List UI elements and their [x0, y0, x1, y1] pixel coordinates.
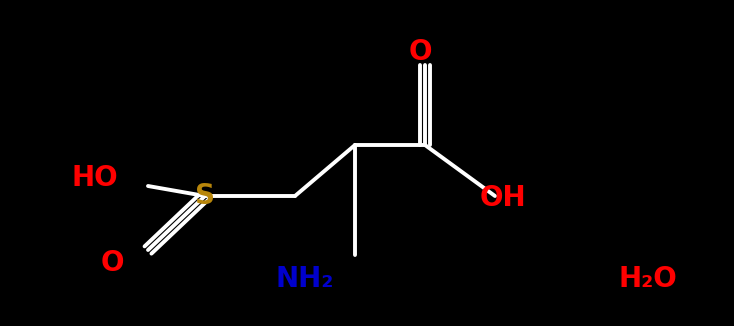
Text: O: O: [408, 38, 432, 66]
Text: OH: OH: [480, 184, 526, 212]
Text: NH₂: NH₂: [276, 265, 334, 293]
Text: O: O: [101, 249, 124, 277]
Text: H₂O: H₂O: [619, 265, 677, 293]
Text: HO: HO: [72, 164, 118, 192]
Text: S: S: [195, 182, 215, 210]
